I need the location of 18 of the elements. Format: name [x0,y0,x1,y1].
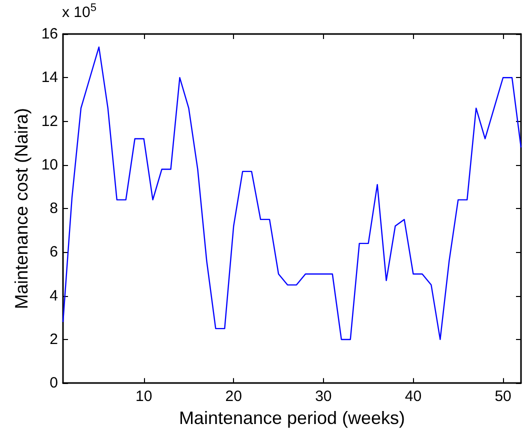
y-tick-label: 2 [50,330,58,348]
x-tick-label: 20 [225,388,242,406]
y-tick-label: 6 [50,244,58,261]
y-tick-label: 14 [41,69,58,86]
x-tick-label: 10 [135,388,152,406]
y-tick-label: 12 [41,112,58,130]
y-tick-label: 0 [50,374,58,392]
x-axis-title: Maintenance period (weeks) [178,408,406,428]
x-tick-label: 40 [404,388,422,406]
text: x 10$^{5}$ [62,2,96,21]
y-axis-title: Maintenance cost (Naira) [11,108,32,310]
y-tick-label: 16 [41,26,58,42]
y-tick-label: 10 [41,156,58,174]
y-tick-label: 8 [50,200,58,218]
line-series [62,46,522,340]
y-tick-label: 4 [50,287,58,304]
x-tick-label: 50 [494,388,512,406]
x-tick-label: 30 [315,388,332,406]
